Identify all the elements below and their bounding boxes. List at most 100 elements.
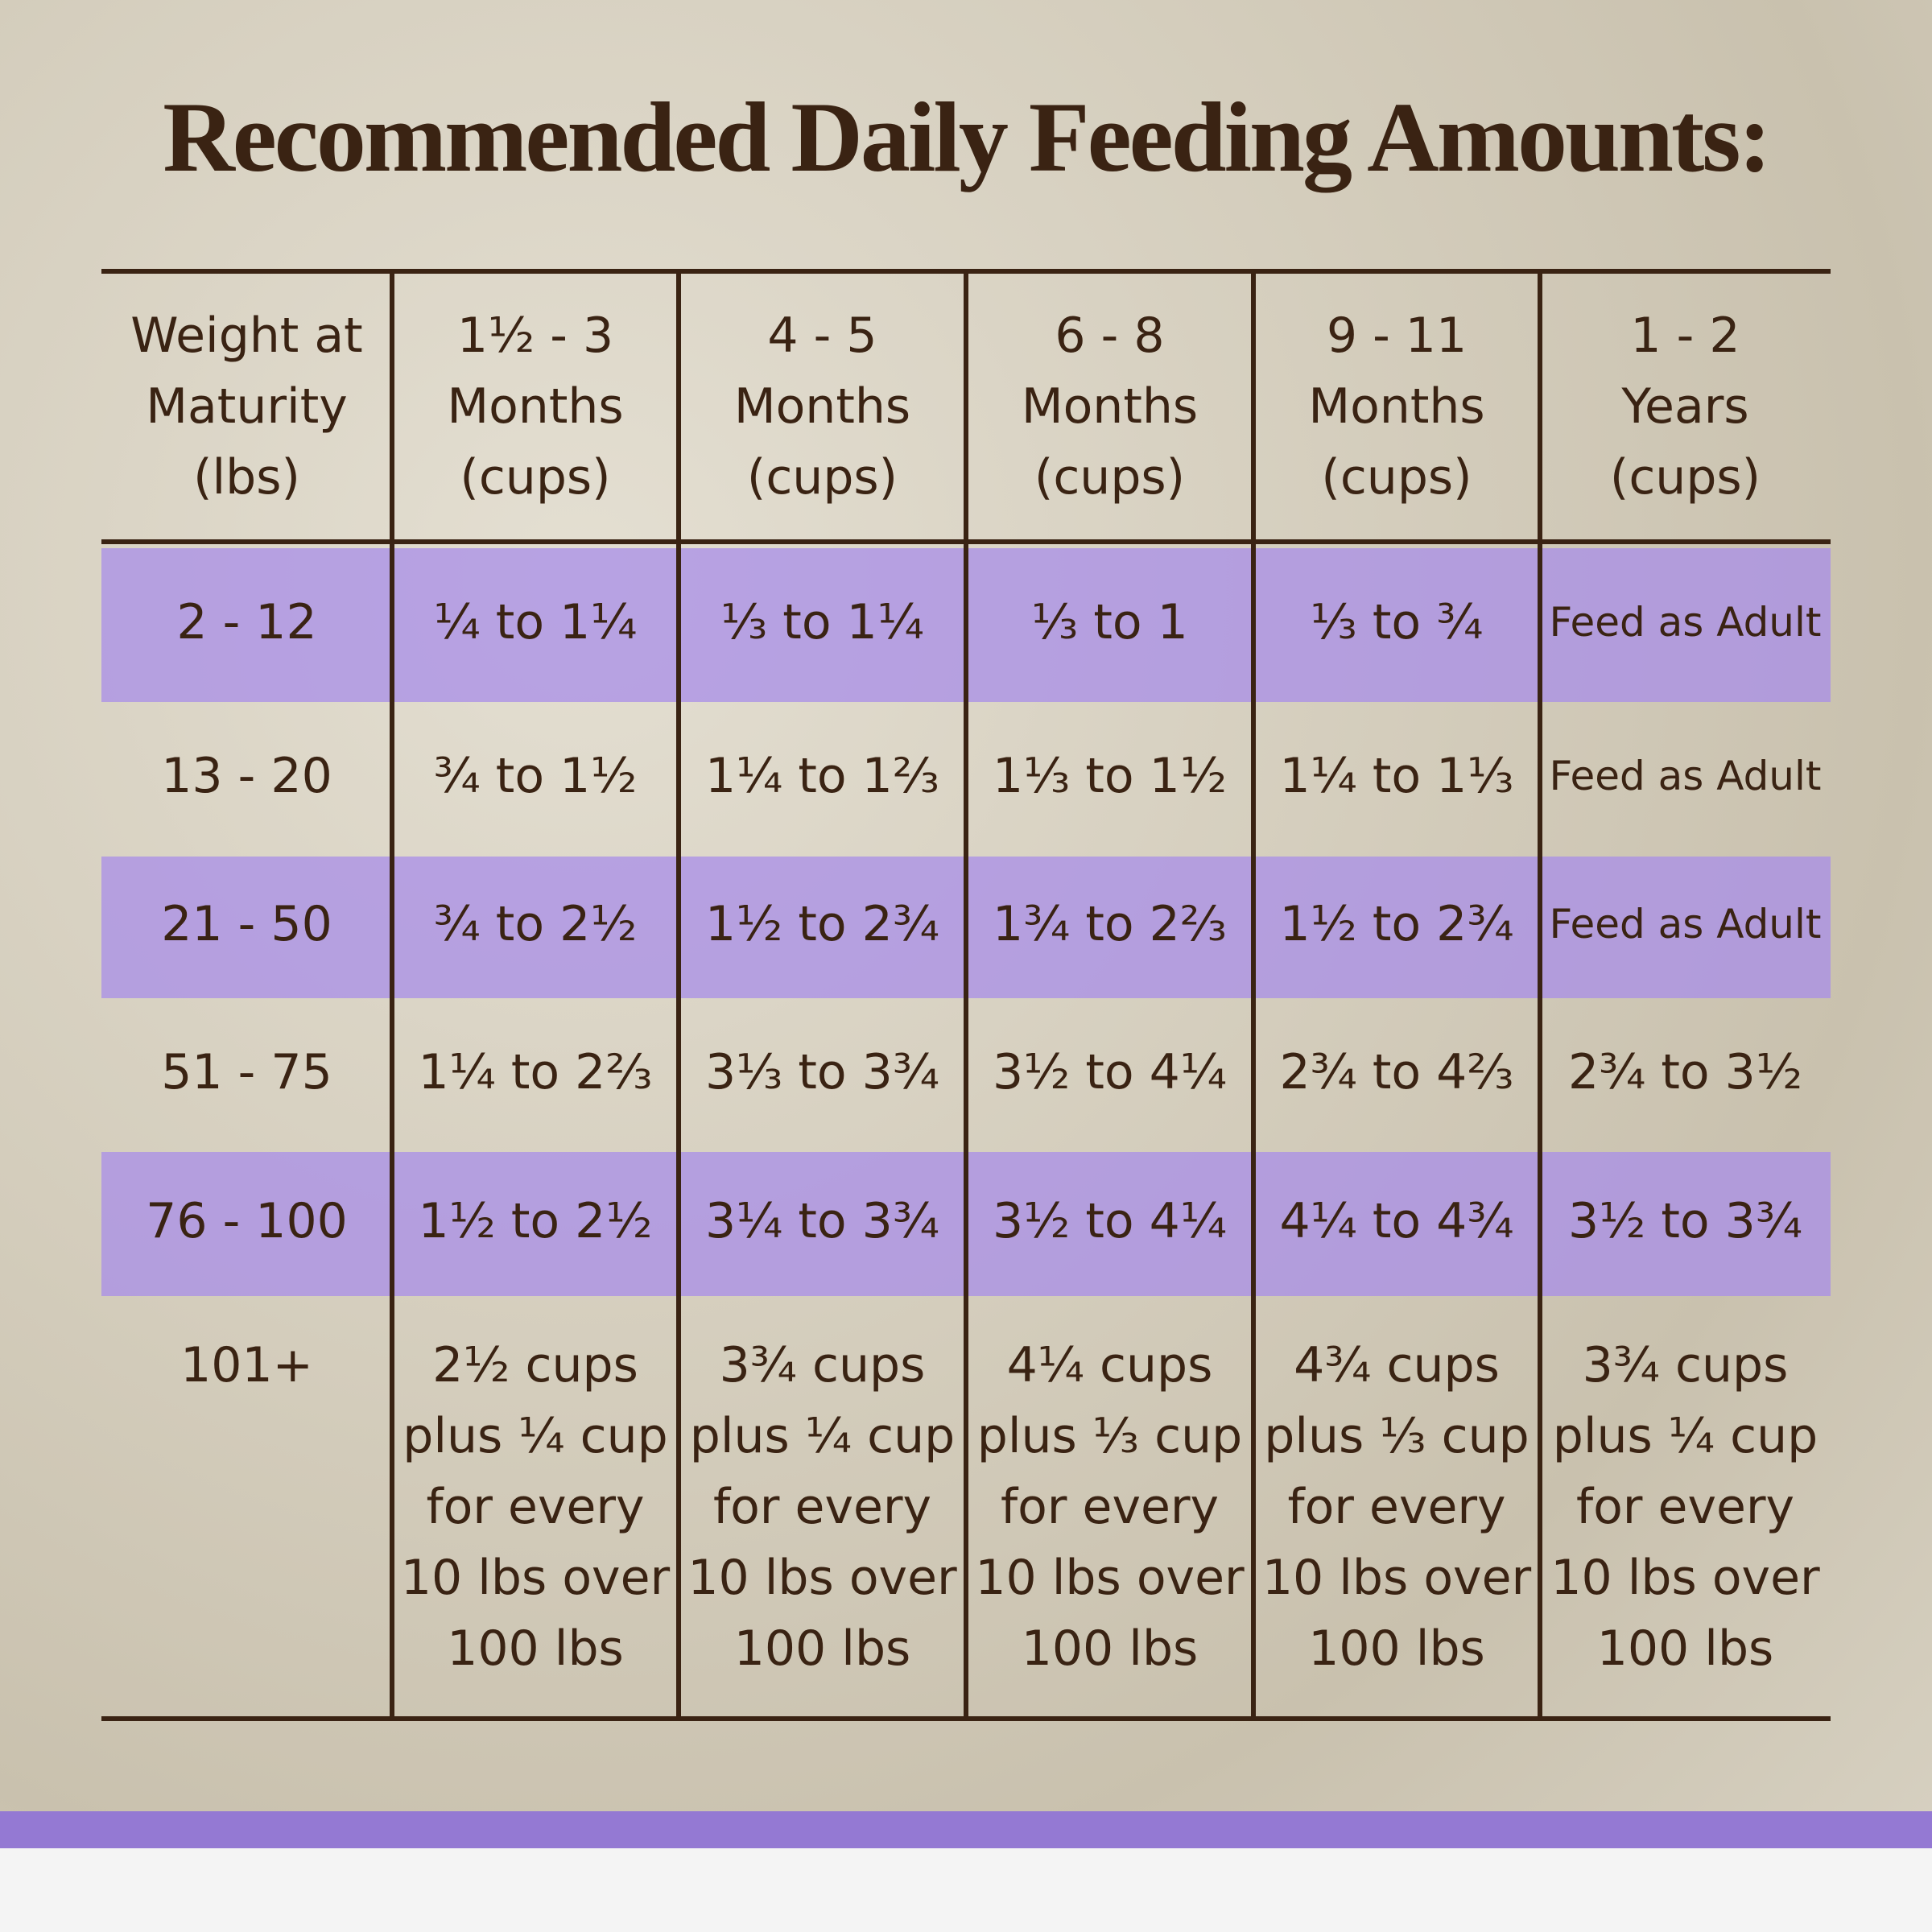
table-cell: 1¼ to 2⅔	[392, 998, 679, 1146]
cell-text: 1½ to 2¾	[1279, 896, 1514, 952]
table-cell: 2½ cups plus ¼ cup for every 10 lbs over 100…	[392, 1296, 679, 1719]
cell-line: for every	[1575, 1479, 1795, 1535]
table-cell: 2¾ to 4⅔	[1253, 998, 1540, 1146]
table-cell: 1¾ to 2⅔	[966, 850, 1253, 998]
table-cell: 6 - 8 Months (cups)	[966, 271, 1253, 542]
cell-line: 4¾ cups	[1294, 1337, 1500, 1393]
column-rule	[1538, 271, 1542, 1719]
cell-text: Feed as Adult	[1549, 598, 1822, 646]
column-rule	[1251, 271, 1256, 1719]
table-cell: 3½ to 4¼	[966, 1146, 1253, 1296]
cell-line: plus ¼ cup	[1552, 1408, 1818, 1464]
cell-line: 1 - 2	[1630, 308, 1740, 364]
cell-text: ¼ to 1¼	[433, 593, 638, 650]
cell-line: 100 lbs	[1308, 1620, 1485, 1677]
cell-line: (cups)	[460, 449, 611, 506]
cell-line: 4 - 5	[767, 308, 877, 364]
table-cell: 1 - 2 Years (cups)	[1540, 271, 1831, 542]
column-rule	[964, 271, 968, 1719]
cell-line: 6 - 8	[1055, 308, 1165, 364]
cell-text: 3½ to 3¾	[1567, 1192, 1803, 1249]
rule	[101, 1716, 1831, 1721]
table-cell: 21 - 50	[101, 850, 392, 998]
cell-line: 10 lbs over	[975, 1550, 1245, 1606]
cell-text: 4¼ to 4¾	[1279, 1192, 1514, 1249]
table-cell: 3½ to 3¾	[1540, 1146, 1831, 1296]
cell-line: 100 lbs	[733, 1620, 911, 1677]
cell-text: 1¾ to 2⅔	[992, 896, 1228, 952]
cell-text: 21 - 50	[161, 896, 332, 952]
cell-line: (cups)	[1609, 449, 1761, 506]
cell-line: for every	[1287, 1479, 1506, 1535]
cell-text: 2¾ to 3½	[1567, 1043, 1803, 1100]
cell-text: 1½ to 2¾	[704, 896, 940, 952]
cell-text: ⅓ to ¾	[1310, 593, 1484, 650]
table-cell: ⅓ to ¾	[1253, 542, 1540, 702]
cell-text: 76 - 100	[146, 1192, 348, 1249]
cell-text: 3⅓ to 3¾	[704, 1043, 940, 1100]
cell-line: (cups)	[1321, 449, 1472, 506]
table-cell: 2 - 12	[101, 542, 392, 702]
cell-text: 1¼ to 2⅔	[418, 1043, 653, 1100]
cell-line: plus ⅓ cup	[1264, 1408, 1530, 1464]
table-cell: 4¼ cups plus ⅓ cup for every 10 lbs over 100…	[966, 1296, 1253, 1719]
cell-line: 100 lbs	[1596, 1620, 1774, 1677]
cell-text: 1¼ to 1⅓	[1279, 748, 1514, 804]
cell-line: (cups)	[1034, 449, 1186, 506]
table-cell: Feed as Adult	[1540, 542, 1831, 702]
cell-line: for every	[1000, 1479, 1220, 1535]
cell-line: (lbs)	[193, 449, 300, 506]
cell-text: ¾ to 1½	[433, 748, 638, 804]
table-cell: 3½ to 4¼	[966, 998, 1253, 1146]
cell-text: 101+	[180, 1337, 313, 1393]
table-cell: 1½ to 2¾	[1253, 850, 1540, 998]
table-cell: 1½ - 3 Months (cups)	[392, 271, 679, 542]
cell-line: for every	[426, 1479, 645, 1535]
cell-line: 9 - 11	[1326, 308, 1468, 364]
table-cell: 2¾ to 3½	[1540, 998, 1831, 1146]
cell-text: 13 - 20	[161, 748, 332, 804]
title: Recommended Daily Feeding Amounts:	[163, 82, 1772, 192]
cell-text: 3½ to 4¼	[992, 1043, 1228, 1100]
table-cell: 4¾ cups plus ⅓ cup for every 10 lbs over 100…	[1253, 1296, 1540, 1719]
table-cell: 101+	[101, 1296, 392, 1719]
cell-line: Months	[447, 378, 624, 435]
table-cell: ¼ to 1¼	[392, 542, 679, 702]
cell-line: Maturity	[146, 378, 348, 435]
cell-line: 10 lbs over	[1261, 1550, 1532, 1606]
table-cell: 1¼ to 1⅓	[1253, 702, 1540, 850]
table-cell: 1½ to 2½	[392, 1146, 679, 1296]
footer	[0, 1848, 1932, 1932]
cell-line: for every	[712, 1479, 932, 1535]
table-cell: ⅓ to 1¼	[679, 542, 966, 702]
cell-line: Months	[733, 378, 911, 435]
cell-text: 3¼ to 3¾	[704, 1192, 940, 1249]
table-cell: 1⅓ to 1½	[966, 702, 1253, 850]
table-cell: ¾ to 2½	[392, 850, 679, 998]
cell-text: Feed as Adult	[1549, 901, 1822, 947]
cell-text: 2 - 12	[176, 593, 317, 650]
cell-line: plus ¼ cup	[402, 1408, 668, 1464]
table-cell: 9 - 11 Months (cups)	[1253, 271, 1540, 542]
cell-line: 10 lbs over	[400, 1550, 671, 1606]
cell-line: 2½ cups	[432, 1337, 638, 1393]
table-cell: ⅓ to 1	[966, 542, 1253, 702]
cell-line: 100 lbs	[447, 1620, 624, 1677]
table-cell: 3¾ cups plus ¼ cup for every 10 lbs over 100…	[679, 1296, 966, 1719]
cell-text: ⅓ to 1	[1031, 593, 1188, 650]
cell-text: 1¼ to 1⅔	[704, 748, 940, 804]
cell-line: Months	[1308, 378, 1485, 435]
cell-line: 1½ - 3	[456, 308, 614, 364]
table-cell: Weight at Maturity (lbs)	[101, 271, 392, 542]
cell-line: Months	[1021, 378, 1199, 435]
cell-line: Years	[1621, 378, 1749, 435]
cell-line: Weight at	[130, 308, 363, 364]
cell-line: 10 lbs over	[1550, 1550, 1820, 1606]
column-rule	[676, 271, 681, 1719]
cell-line: 3¾ cups	[1582, 1337, 1789, 1393]
column-rule	[390, 271, 394, 1719]
table-cell: 1½ to 2¾	[679, 850, 966, 998]
cell-line: 4¼ cups	[1006, 1337, 1213, 1393]
cell-text: 1⅓ to 1½	[992, 748, 1228, 804]
